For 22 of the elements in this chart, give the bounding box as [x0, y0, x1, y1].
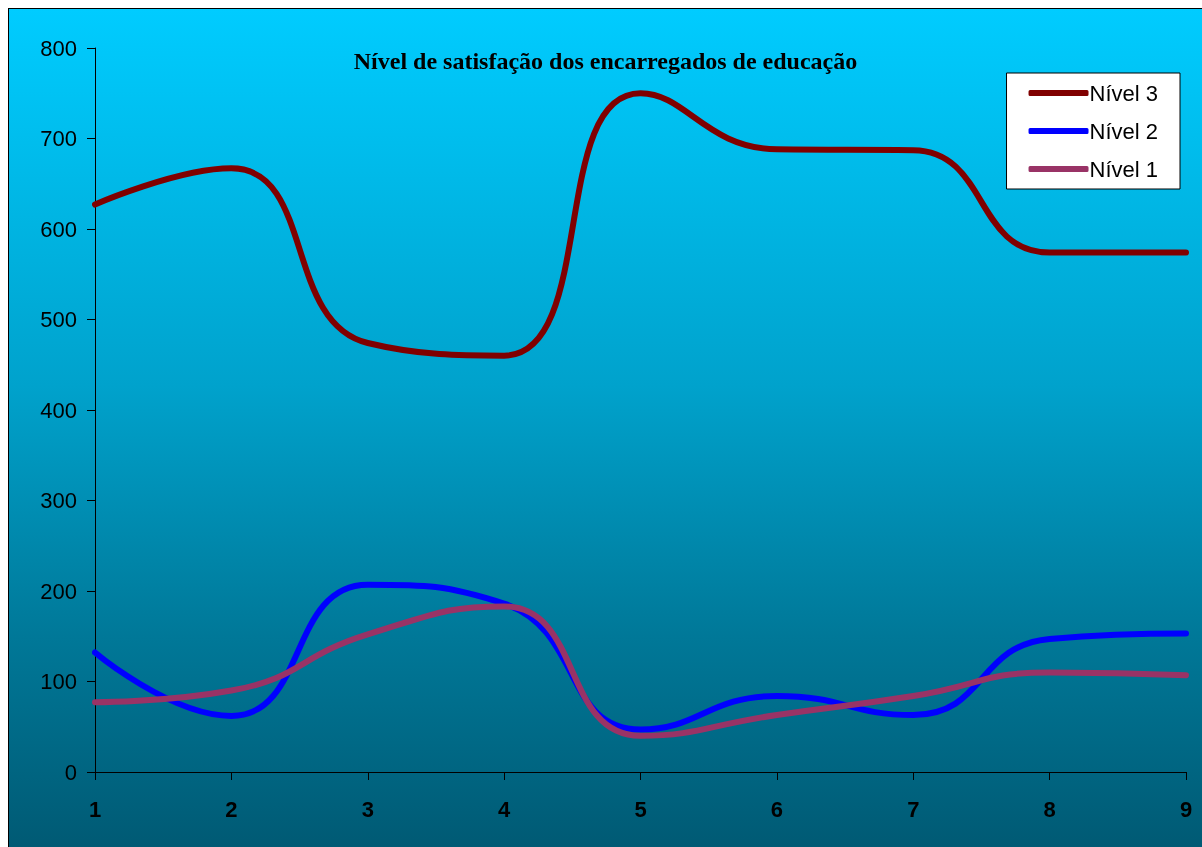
y-tick-label: 200 — [40, 578, 77, 604]
x-tick-label: 7 — [907, 796, 920, 822]
x-tick-label: 1 — [88, 796, 102, 822]
y-tick-label: 400 — [40, 397, 77, 423]
y-tick-label: 800 — [40, 35, 77, 61]
x-tick-label: 6 — [770, 796, 783, 822]
y-tick-label: 700 — [40, 126, 77, 151]
legend-label: Nível 1 — [1089, 156, 1159, 182]
x-tick-label: 8 — [1043, 796, 1056, 822]
legend-label: Nível 3 — [1089, 80, 1159, 106]
x-tick-label: 9 — [1179, 796, 1193, 822]
x-tick-label: 2 — [225, 796, 238, 822]
x-tick-label: 3 — [361, 796, 374, 822]
x-tick-label: 4 — [498, 796, 511, 822]
y-tick-label: 100 — [40, 669, 77, 694]
y-tick-label: 300 — [40, 488, 77, 513]
y-tick-label: 500 — [40, 307, 77, 332]
y-tick-label: 0 — [64, 759, 77, 785]
legend-label: Nível 2 — [1089, 118, 1159, 144]
chart-title: Nível de satisfação dos encarregados de educação — [353, 48, 858, 74]
y-tick-label: 600 — [40, 216, 77, 242]
x-tick-label: 5 — [634, 796, 647, 822]
